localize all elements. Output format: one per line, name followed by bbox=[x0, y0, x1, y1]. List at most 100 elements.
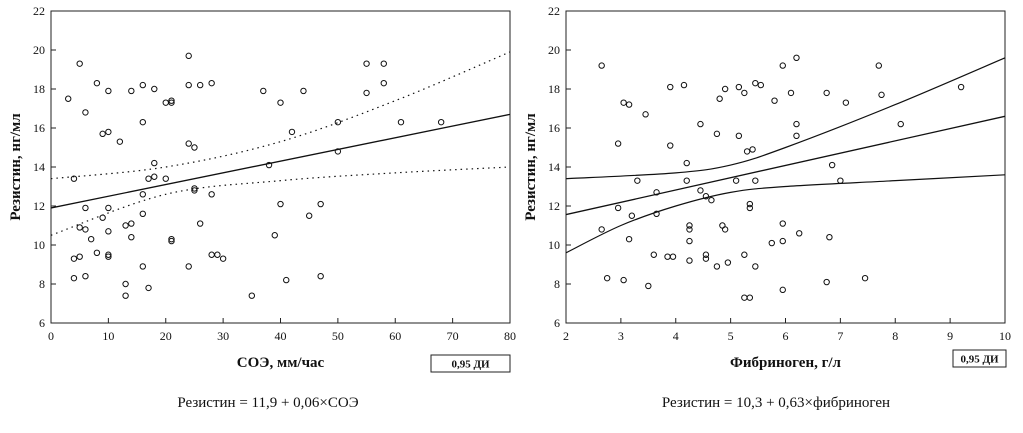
left-ci-lower-band bbox=[51, 166, 510, 236]
left-data-point bbox=[139, 81, 147, 89]
left-data-point bbox=[196, 81, 204, 89]
left-data-point bbox=[380, 79, 387, 87]
right-x-tick-label: 10 bbox=[999, 329, 1011, 343]
left-data-point bbox=[185, 81, 192, 89]
left-data-point bbox=[70, 274, 78, 282]
left-data-point bbox=[248, 292, 256, 299]
left-data-point bbox=[196, 220, 204, 227]
left-data-point bbox=[139, 191, 147, 198]
right-data-point bbox=[735, 132, 743, 140]
right-data-point bbox=[779, 220, 786, 227]
right-data-point bbox=[732, 177, 740, 184]
right-data-point bbox=[752, 177, 759, 184]
right-data-point bbox=[667, 142, 674, 149]
left-data-point bbox=[208, 251, 215, 258]
right-data-point bbox=[719, 222, 726, 229]
right-data-point bbox=[768, 239, 775, 247]
left-data-point bbox=[283, 276, 290, 284]
right-y-tick-label: 10 bbox=[548, 238, 560, 252]
right-x-tick-label: 4 bbox=[673, 329, 679, 343]
right-data-point bbox=[746, 200, 754, 208]
right-data-point bbox=[779, 237, 786, 245]
right-data-point bbox=[721, 85, 729, 93]
right-data-point bbox=[741, 89, 748, 97]
right-x-tick-label: 2 bbox=[563, 329, 569, 343]
right-y-tick-label: 12 bbox=[548, 199, 560, 213]
right-y-tick-label: 20 bbox=[548, 43, 560, 57]
left-data-point bbox=[363, 60, 370, 67]
right-data-point bbox=[779, 286, 786, 294]
left-chart: 0 10 20 30 40 50 60 70 80 6 8 10 12 14 16 18 20 22 СОЭ, мм… bbox=[8, 4, 516, 373]
left-data-point bbox=[288, 128, 296, 136]
right-regression-formula: Резистин = 10,3 + 0,63×фибриноген bbox=[661, 395, 891, 411]
right-data-point bbox=[957, 83, 965, 91]
left-data-point bbox=[122, 222, 129, 229]
right-y-tick-label: 6 bbox=[554, 316, 560, 330]
left-x-tick-label: 20 bbox=[160, 329, 172, 343]
right-data-point bbox=[667, 83, 674, 91]
right-data-point bbox=[861, 274, 869, 282]
right-data-point bbox=[752, 263, 759, 270]
left-data-point bbox=[162, 99, 169, 106]
right-data-point bbox=[697, 120, 704, 128]
right-data-point bbox=[620, 276, 627, 284]
right-ci-upper-band bbox=[566, 57, 1005, 180]
left-data-point bbox=[265, 161, 273, 169]
left-ci-upper-band bbox=[51, 51, 510, 180]
right-y-axis-label: Резистин, нг/мл bbox=[523, 113, 539, 221]
left-ci-label: 0,95 ДИ bbox=[451, 359, 490, 371]
right-data-point bbox=[793, 132, 800, 140]
left-y-tick-label: 14 bbox=[33, 160, 45, 174]
left-data-point bbox=[139, 118, 147, 126]
left-data-point bbox=[277, 99, 284, 106]
left-data-point bbox=[185, 52, 192, 60]
right-data-point bbox=[735, 83, 743, 91]
left-data-point bbox=[65, 95, 72, 102]
left-data-point bbox=[317, 273, 324, 280]
right-data-point bbox=[680, 81, 688, 89]
left-ci-box bbox=[430, 354, 511, 373]
left-data-point bbox=[128, 220, 135, 227]
right-x-tick-label: 9 bbox=[947, 329, 953, 343]
right-y-tick-label: 14 bbox=[548, 160, 560, 174]
right-data-point bbox=[875, 62, 882, 69]
left-data-point bbox=[105, 128, 112, 136]
left-y-tick-label: 12 bbox=[33, 199, 45, 213]
right-data-point bbox=[752, 79, 759, 87]
left-x-tick-label: 50 bbox=[332, 329, 344, 343]
left-data-point bbox=[99, 214, 106, 221]
left-data-point bbox=[162, 175, 169, 182]
right-data-point bbox=[664, 253, 671, 260]
left-data-point bbox=[191, 144, 198, 151]
left-data-point bbox=[105, 87, 112, 95]
right-data-point bbox=[614, 204, 622, 212]
left-x-tick-label: 60 bbox=[389, 329, 401, 343]
right-data-point bbox=[823, 278, 830, 286]
right-ci-lower-band bbox=[566, 174, 1005, 254]
right-data-point bbox=[702, 255, 710, 262]
left-data-point bbox=[139, 210, 147, 218]
right-data-point bbox=[793, 54, 800, 61]
right-ci-box bbox=[952, 349, 1007, 368]
left-data-point bbox=[105, 228, 112, 235]
left-y-tick-label: 8 bbox=[39, 277, 45, 291]
left-data-point bbox=[219, 255, 227, 262]
left-y-axis-label: Резистин, нг/мл bbox=[8, 113, 24, 221]
right-y-tick-label: 16 bbox=[548, 121, 560, 135]
right-data-point bbox=[598, 62, 605, 69]
left-data-point bbox=[145, 284, 152, 292]
left-data-point bbox=[277, 200, 284, 208]
right-data-point bbox=[713, 263, 721, 270]
right-data-point bbox=[634, 177, 641, 184]
left-data-point bbox=[214, 251, 221, 258]
right-y-tick-label: 22 bbox=[548, 4, 560, 18]
right-data-point bbox=[741, 294, 748, 301]
right-data-point bbox=[828, 161, 836, 169]
left-data-point bbox=[116, 138, 124, 145]
left-data-point bbox=[363, 89, 370, 97]
right-data-point bbox=[746, 204, 754, 212]
right-regression-line bbox=[566, 115, 1005, 216]
left-data-point bbox=[151, 85, 158, 93]
right-data-point bbox=[743, 148, 751, 155]
right-data-point bbox=[686, 222, 693, 229]
